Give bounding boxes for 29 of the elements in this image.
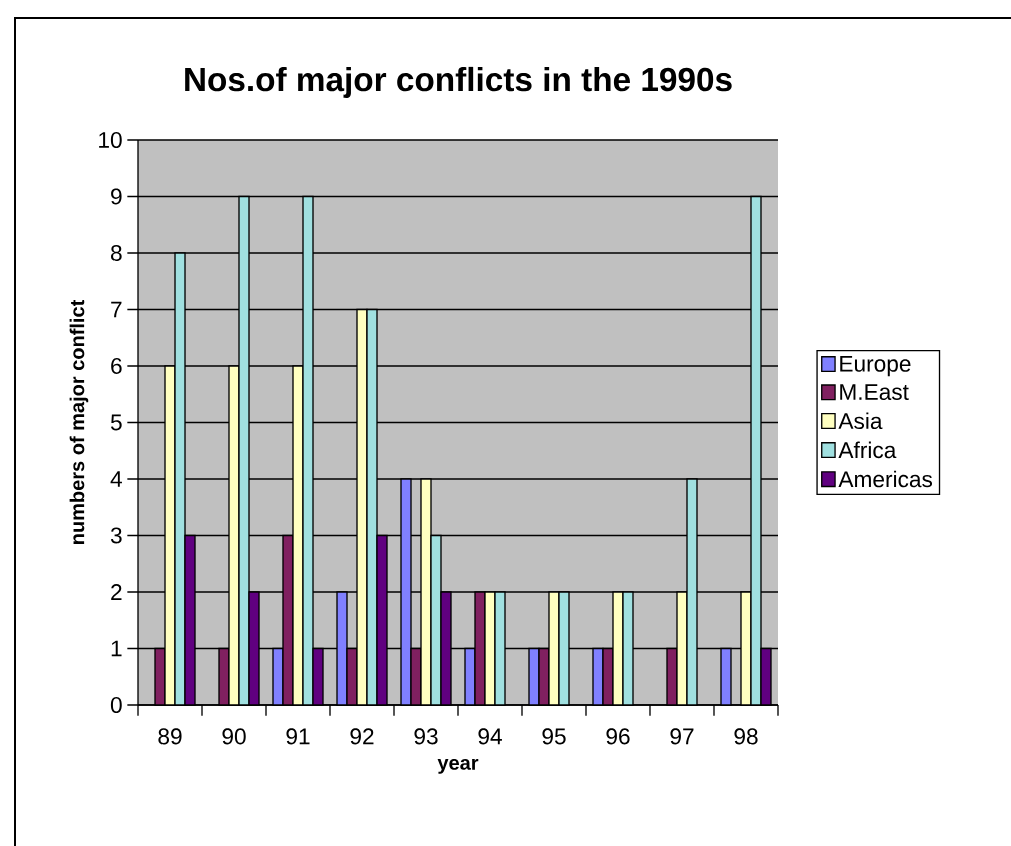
legend-label: Americas: [838, 470, 933, 488]
x-tick-label: 91: [286, 728, 310, 745]
x-tick-label: 98: [734, 728, 758, 745]
legend-label: M.East: [840, 384, 909, 401]
y-tick-label: 1: [111, 640, 122, 657]
x-axis-title: year: [437, 758, 479, 774]
legend-label: Africa: [838, 441, 897, 459]
y-tick-label: 5: [110, 414, 122, 431]
x-tick-label: 96: [606, 728, 630, 745]
legend-label: Europe: [840, 355, 911, 377]
y-tick-label: 8: [111, 244, 122, 262]
x-tick-label: 93: [414, 728, 438, 745]
x-tick-label: 95: [542, 728, 566, 745]
legend-label: Asia: [838, 412, 883, 430]
y-tick-label: 6: [111, 357, 122, 375]
x-tick-label: 97: [670, 728, 694, 745]
y-tick-label: 7: [111, 301, 122, 318]
y-tick-label: 4: [110, 471, 122, 487]
y-tick-label: 2: [111, 584, 122, 600]
y-tick-label: 10: [99, 131, 122, 149]
x-tick-label: 94: [478, 728, 502, 745]
y-tick-label: 9: [111, 188, 122, 205]
x-tick-label: 89: [158, 728, 182, 745]
x-tick-label: 92: [350, 728, 374, 745]
y-tick-label: 0: [110, 696, 122, 714]
chart-title: Nos.of major conflicts in the 1990s: [185, 66, 732, 98]
y-axis-title: numbers of major conflict: [69, 299, 89, 544]
y-tick-label: 3: [110, 527, 122, 544]
x-tick-label: 90: [222, 728, 246, 745]
